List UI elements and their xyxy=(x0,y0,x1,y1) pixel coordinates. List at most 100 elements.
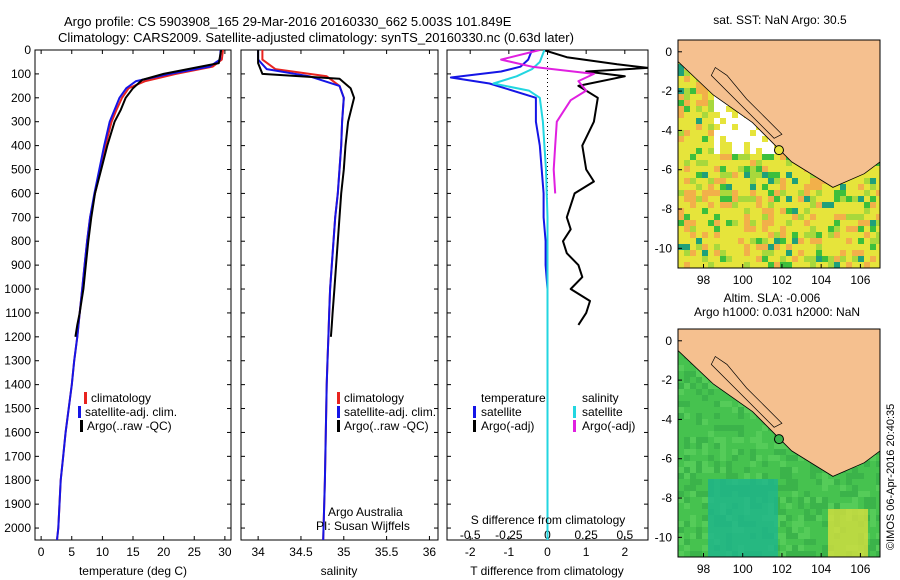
map-cell xyxy=(870,509,876,515)
map-cell xyxy=(822,539,828,545)
map-cell xyxy=(780,172,786,178)
map-cell xyxy=(690,154,696,160)
map-cell xyxy=(834,503,840,509)
map-cell xyxy=(690,383,696,389)
map-cell xyxy=(708,94,714,100)
map-cell xyxy=(714,172,720,178)
map-cell xyxy=(720,232,726,238)
map-cell xyxy=(876,232,880,238)
map-cell xyxy=(852,250,858,256)
map-cell xyxy=(876,244,880,250)
map-cell xyxy=(816,539,822,545)
y-tick-label: 0 xyxy=(665,334,672,348)
map-cell xyxy=(798,214,804,220)
y-tick-label: -10 xyxy=(655,241,673,255)
map-cell xyxy=(840,184,846,190)
map-cell xyxy=(792,533,798,539)
s-tick-label: 0.25 xyxy=(574,528,598,542)
map-cell xyxy=(876,196,880,202)
map-cell xyxy=(714,226,720,232)
map-cell xyxy=(678,154,684,160)
series-line-argo-raw-qc- xyxy=(74,50,223,337)
map-cell xyxy=(708,172,714,178)
map-cell xyxy=(756,425,762,431)
map-cell xyxy=(732,437,738,443)
map-cell xyxy=(774,467,780,473)
map-cell xyxy=(870,208,876,214)
map-cell xyxy=(690,461,696,467)
map-cell xyxy=(696,94,702,100)
map-cell xyxy=(852,190,858,196)
map-cell xyxy=(762,172,768,178)
map-cell xyxy=(762,232,768,238)
y-tick-label: -2 xyxy=(661,373,672,387)
map-cell xyxy=(690,160,696,166)
map-cell xyxy=(684,166,690,172)
map-cell xyxy=(792,190,798,196)
map-cell xyxy=(714,208,720,214)
map-cell xyxy=(708,190,714,196)
map-cell xyxy=(864,497,870,503)
map-cell xyxy=(732,214,738,220)
y-tick-label: -2 xyxy=(661,84,672,98)
map-cell xyxy=(762,214,768,220)
map-cell xyxy=(702,106,708,112)
map-cell xyxy=(684,431,690,437)
map-cell xyxy=(864,172,870,178)
map-cell xyxy=(768,262,774,268)
map-cell xyxy=(750,449,756,455)
map-cell xyxy=(834,202,840,208)
map-cell xyxy=(762,250,768,256)
map-cell xyxy=(810,539,816,545)
map-cell xyxy=(684,383,690,389)
map-cell xyxy=(816,190,822,196)
map-cell xyxy=(852,256,858,262)
map-cell xyxy=(678,545,684,551)
map-cell xyxy=(858,226,864,232)
map-cell xyxy=(732,419,738,425)
x-tick-label: 10 xyxy=(96,545,110,559)
map-cell xyxy=(744,196,750,202)
map-cell xyxy=(804,545,810,551)
map-cell xyxy=(690,401,696,407)
map-cell xyxy=(702,184,708,190)
map-cell xyxy=(774,196,780,202)
map-cell xyxy=(702,88,708,94)
map-cell xyxy=(768,437,774,443)
map-cell xyxy=(756,256,762,262)
map-cell xyxy=(678,389,684,395)
map-cell xyxy=(744,232,750,238)
map-cell xyxy=(828,196,834,202)
map-cell xyxy=(732,124,738,130)
map-cell xyxy=(702,208,708,214)
map-cell xyxy=(876,545,880,551)
map-cell xyxy=(696,130,702,136)
map-cell xyxy=(798,220,804,226)
map-cell xyxy=(720,172,726,178)
map-cell xyxy=(696,485,702,491)
map-cell xyxy=(876,202,880,208)
map-cell xyxy=(852,220,858,226)
map-cell xyxy=(702,521,708,527)
map-cell xyxy=(834,250,840,256)
sla-map xyxy=(678,329,880,557)
series-line-argo-adj- xyxy=(500,50,595,194)
map-cell xyxy=(696,202,702,208)
map-cell xyxy=(786,196,792,202)
map-cell xyxy=(720,220,726,226)
map-cell xyxy=(870,166,876,172)
map-cell xyxy=(876,473,880,479)
map-cell xyxy=(870,455,876,461)
map-cell xyxy=(726,455,732,461)
x-tick-label: 25 xyxy=(188,545,202,559)
map-cell xyxy=(720,184,726,190)
x-tick-label: 35 xyxy=(337,545,351,559)
map-cell xyxy=(714,196,720,202)
map-cell xyxy=(870,226,876,232)
map-cell xyxy=(798,184,804,190)
map-cell xyxy=(738,467,744,473)
y-tick-label: 1100 xyxy=(5,306,31,320)
map-cell xyxy=(780,455,786,461)
map-cell xyxy=(690,118,696,124)
map-cell xyxy=(678,473,684,479)
